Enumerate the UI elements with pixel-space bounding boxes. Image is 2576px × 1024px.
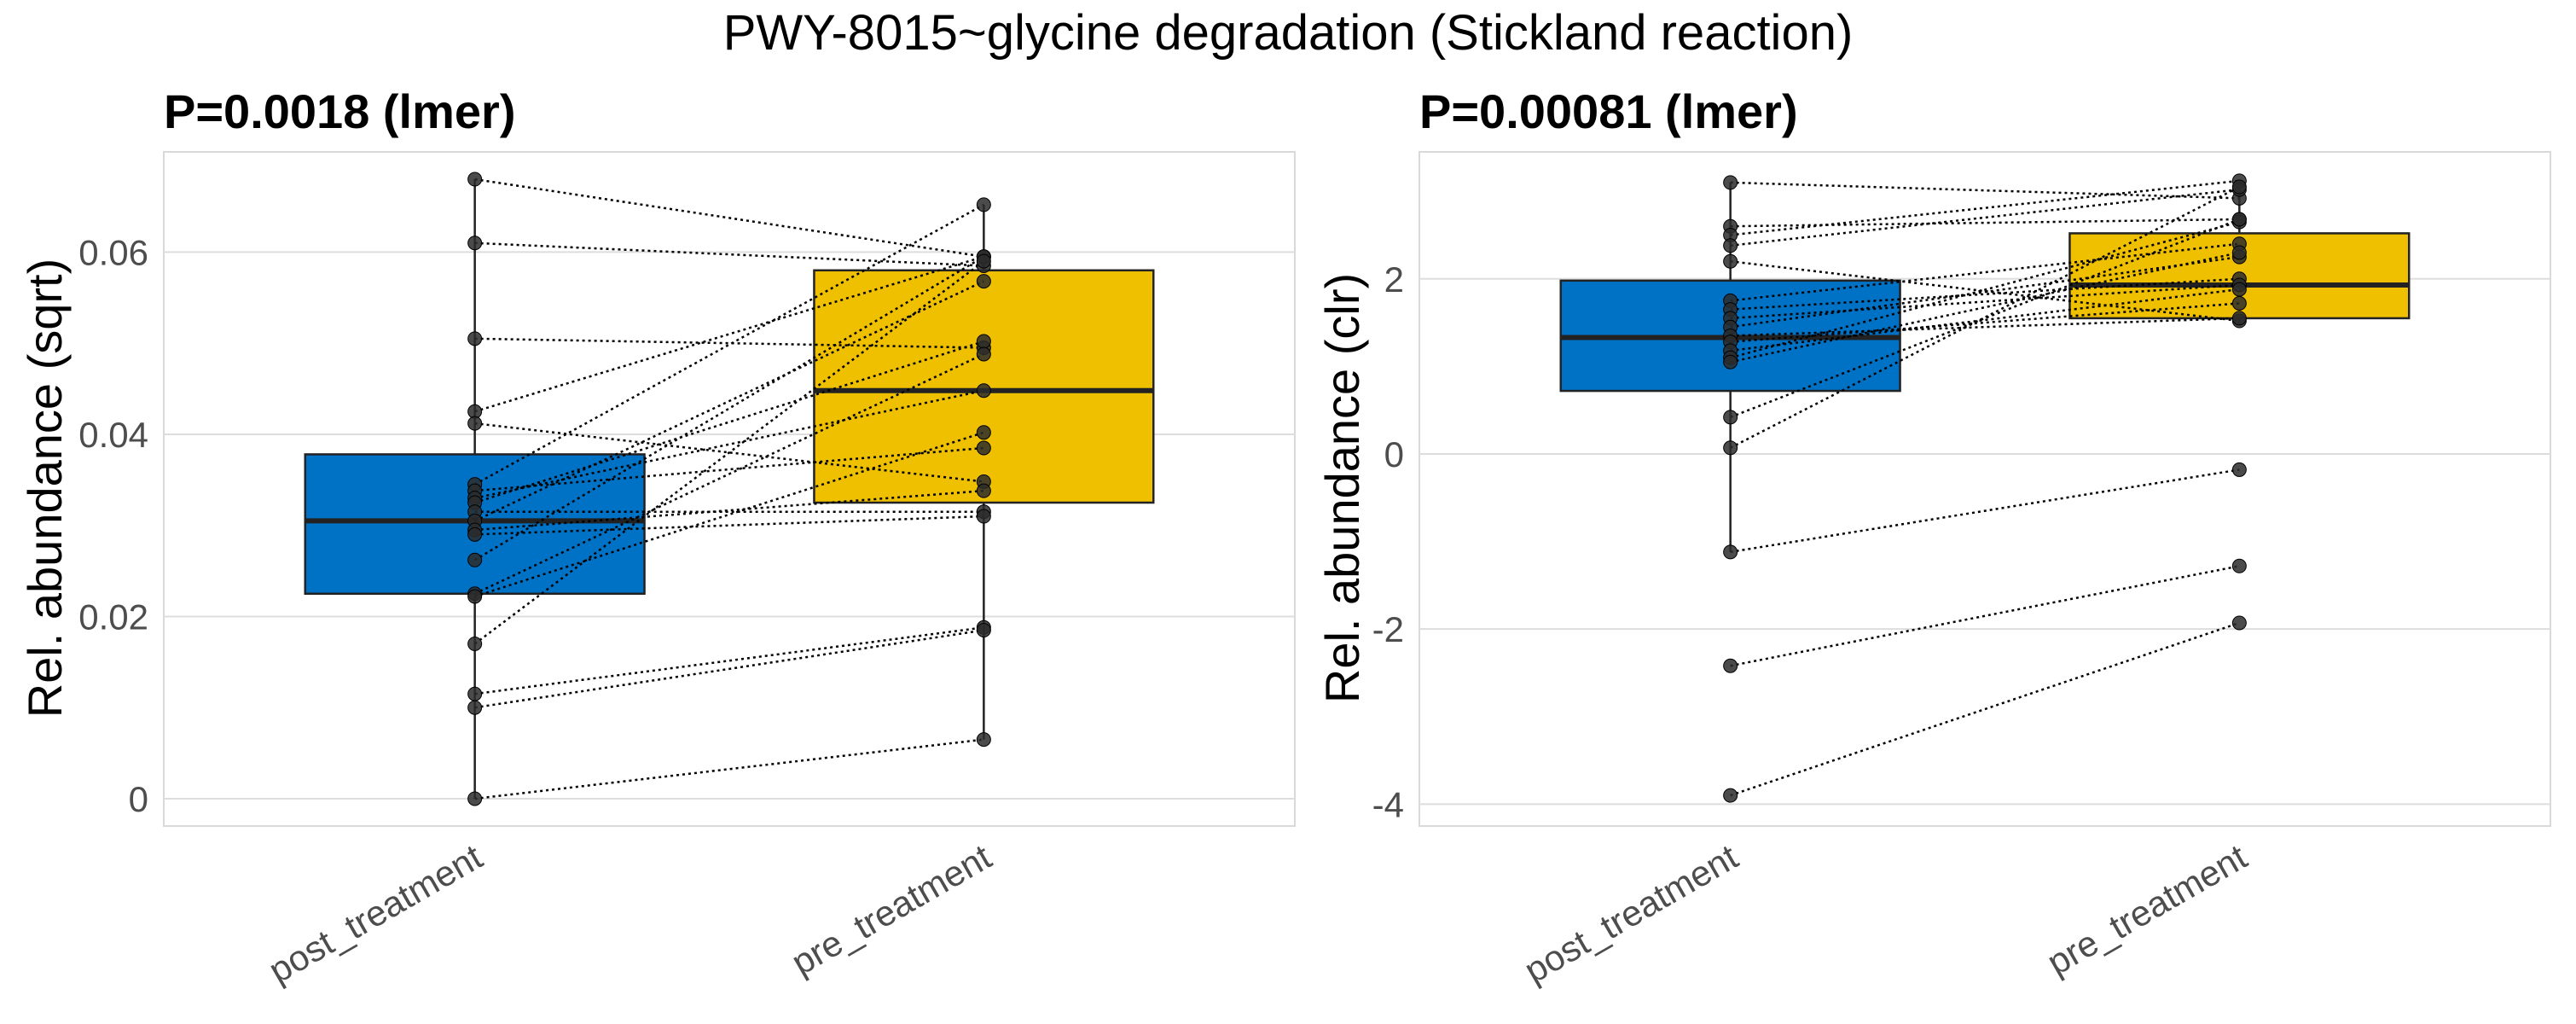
point-post-treatment (1723, 658, 1738, 673)
y-tick-label: 0 (1384, 434, 1404, 474)
point-post-treatment (467, 636, 483, 651)
figure-title: PWY-8015~glycine degradation (Stickland … (723, 5, 1854, 61)
plot-panel-border (1419, 151, 2551, 827)
y-tick-label: 0 (129, 779, 148, 819)
point-post-treatment (467, 331, 483, 346)
paired-line (473, 260, 985, 645)
paired-line (474, 241, 984, 267)
point-post-treatment (1723, 238, 1738, 253)
paired-line (1730, 255, 2240, 329)
point-pre-treatment (2231, 245, 2247, 260)
point-post-treatment (1723, 410, 1738, 425)
point-pre-treatment (2231, 615, 2247, 631)
paired-line (474, 422, 984, 483)
point-pre-treatment (2231, 311, 2247, 326)
paired-line (1730, 621, 2240, 797)
point-pre-treatment (976, 383, 991, 399)
paired-line (1730, 188, 2240, 247)
point-pre-treatment (2231, 295, 2247, 311)
y-tick-label: 0.02 (78, 596, 148, 637)
y-tick-label: 0.04 (78, 415, 148, 455)
point-post-treatment (467, 589, 483, 604)
point-post-treatment (467, 552, 483, 567)
paired-line (474, 177, 984, 259)
paired-line (1730, 218, 2240, 228)
paired-line (474, 626, 984, 695)
plot-panel-border (163, 151, 1296, 827)
y-tick-label: -4 (1372, 784, 1404, 824)
paired-line (1730, 242, 2240, 302)
point-post-treatment (467, 686, 483, 701)
point-post-treatment (1723, 544, 1738, 560)
panel-title-sqrt: P=0.0018 (lmer) (164, 84, 515, 138)
point-pre-treatment (976, 483, 991, 498)
paired-line (1730, 283, 2240, 320)
y-tick-label: 0.06 (78, 232, 148, 272)
point-post-treatment (1723, 788, 1738, 803)
paired-line (474, 489, 984, 532)
point-post-treatment (467, 700, 483, 715)
point-post-treatment (467, 172, 483, 187)
paired-line (474, 352, 984, 595)
paired-line (474, 280, 984, 522)
paired-line (1730, 288, 2240, 352)
paired-line (1730, 468, 2240, 554)
y-axis-title-clr: Rel. abundance (clr) (1315, 273, 1369, 703)
panel-sqrt: P=0.0018 (lmer) Rel. abundance (sqrt) 0 0… (18, 84, 1296, 991)
panel-clr: P=0.00081 (lmer) Rel. abundance (clr) -4… (1315, 84, 2551, 991)
paired-line (1730, 179, 2240, 236)
paired-line (474, 446, 984, 492)
paired-line (474, 629, 984, 709)
y-axis-title-sqrt: Rel. abundance (sqrt) (18, 259, 72, 719)
paired-line (1730, 220, 2240, 359)
point-post-treatment (1723, 440, 1738, 456)
point-pre-treatment (2231, 282, 2247, 297)
point-pre-treatment (976, 622, 991, 637)
point-pre-treatment (976, 274, 991, 289)
x-tick-label: post_treatment (262, 836, 489, 991)
point-post-treatment (467, 236, 483, 251)
x-tick-label: pre_treatment (785, 836, 998, 983)
x-tick-label: pre_treatment (2040, 836, 2254, 983)
paired-line (1730, 181, 2240, 200)
point-post-treatment (1723, 175, 1738, 190)
paired-line (474, 255, 984, 413)
point-pre-treatment (976, 346, 991, 362)
point-pre-treatment (976, 334, 991, 349)
point-pre-treatment (2231, 558, 2247, 573)
point-pre-treatment (976, 732, 991, 748)
point-post-treatment (467, 791, 483, 806)
paired-line (1730, 302, 2240, 343)
point-post-treatment (467, 527, 483, 542)
point-pre-treatment (2231, 179, 2247, 195)
paired-line (1730, 218, 2240, 419)
y-tick-label: 2 (1384, 259, 1404, 300)
point-pre-treatment (976, 440, 991, 456)
point-post-treatment (1723, 354, 1738, 369)
panel-title-clr: P=0.00081 (lmer) (1419, 84, 1798, 138)
y-tick-label: -2 (1372, 609, 1404, 649)
point-pre-treatment (976, 197, 991, 212)
paired-line (1730, 317, 2240, 337)
point-pre-treatment (976, 509, 991, 524)
paired-line (474, 738, 984, 800)
paired-line (474, 203, 984, 486)
paired-line (1730, 260, 2240, 323)
paired-line (474, 515, 984, 536)
point-post-treatment (467, 416, 483, 431)
point-pre-treatment (2231, 462, 2247, 477)
paired-line (1730, 565, 2240, 667)
paired-line (1730, 277, 2240, 311)
paired-line (474, 337, 984, 349)
point-post-treatment (1723, 253, 1738, 269)
point-pre-treatment (2231, 212, 2247, 227)
point-pre-treatment (976, 425, 991, 440)
point-pre-treatment (976, 253, 991, 269)
x-tick-label: post_treatment (1517, 836, 1744, 991)
